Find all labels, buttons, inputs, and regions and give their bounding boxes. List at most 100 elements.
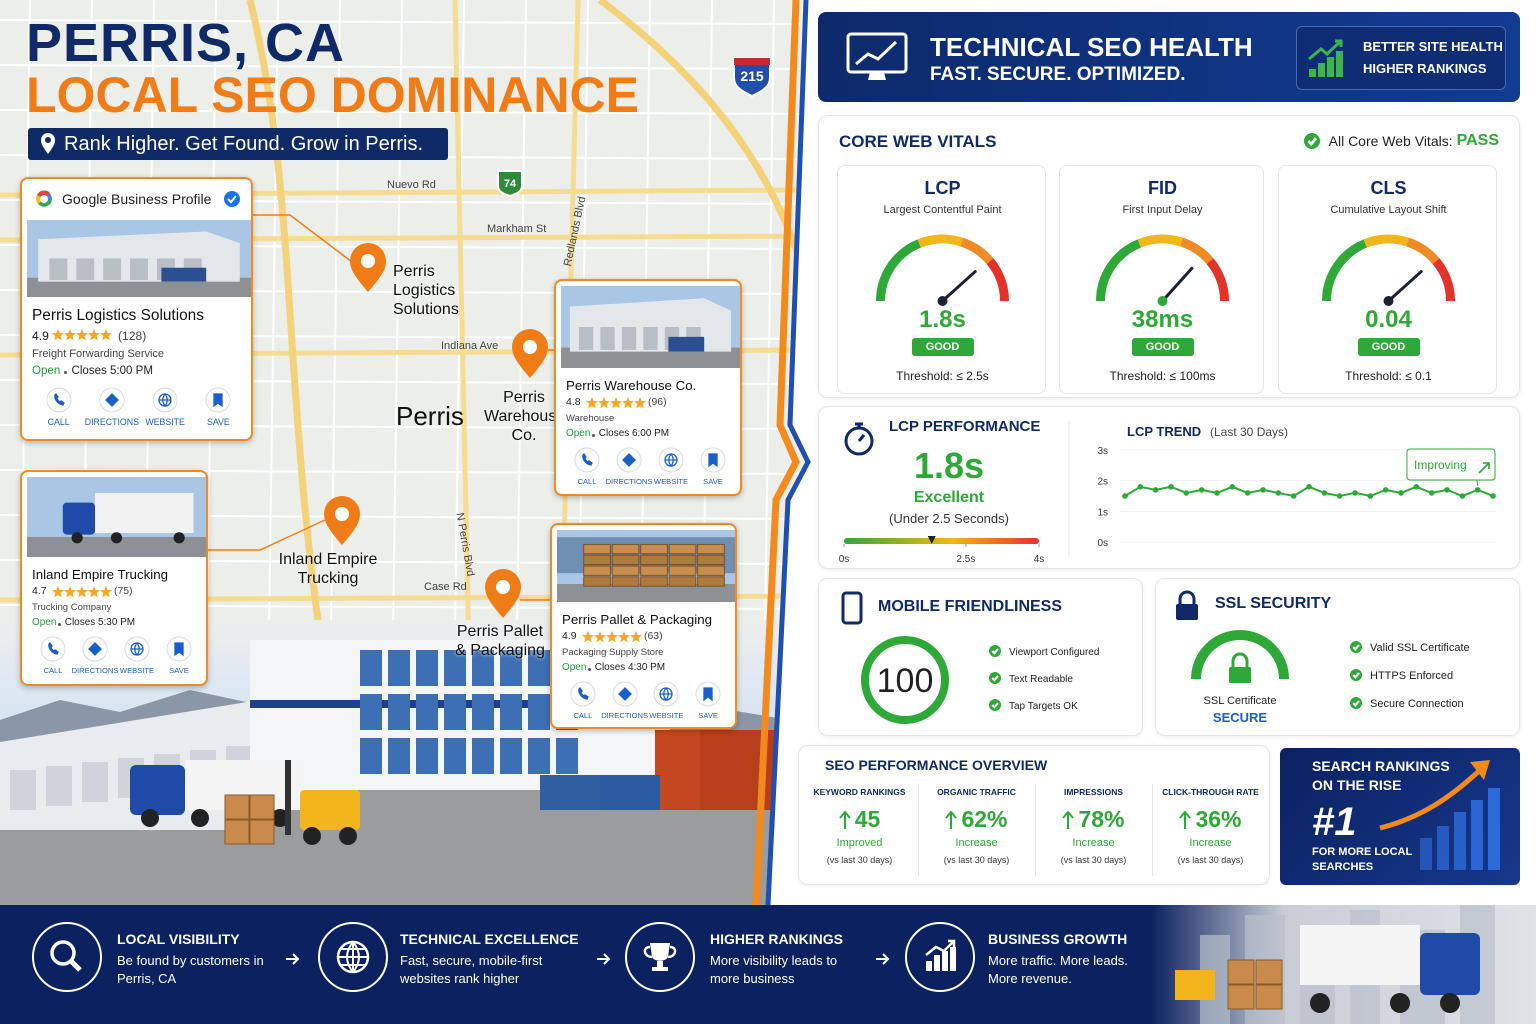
y-tick-label: 0s [1097, 538, 1108, 549]
open-status: Open [562, 662, 587, 674]
business-card[interactable]: Perris Warehouse Co. 4.8 (96) Warehouse Open… [554, 279, 742, 496]
gauge-needle [1387, 270, 1423, 303]
window [416, 694, 438, 730]
lcp-note: (Under 2.5 Seconds) [889, 511, 1009, 526]
check-text: Text Readable [1009, 674, 1073, 685]
action-icon[interactable] [570, 681, 596, 707]
action-icon[interactable] [99, 387, 125, 413]
vital-full-name: First Input Delay [1122, 204, 1203, 216]
star [100, 586, 112, 598]
action-label[interactable]: WEBSITE [649, 711, 684, 721]
vital-name: LCP [924, 178, 961, 198]
business-card[interactable]: Google Business Profile Perris Logistics … [20, 177, 253, 441]
action-label[interactable]: DIRECTIONS [601, 711, 649, 721]
category: Packaging Supply Store [562, 647, 664, 659]
action-icon[interactable] [46, 387, 72, 413]
action-label[interactable]: SAVE [169, 666, 189, 676]
action-icon[interactable] [653, 681, 679, 707]
gauge-band [1180, 237, 1214, 265]
rankings-caption: FOR MORE LOCAL SEARCHES [1312, 846, 1413, 873]
panel-title: CORE WEB VITALS [839, 132, 997, 151]
action-icon[interactable] [616, 447, 642, 473]
business-card[interactable]: Perris Pallet & Packaging 4.9 (63) Packagin… [550, 523, 737, 729]
action-icon[interactable] [695, 681, 721, 707]
action-label[interactable]: CALL [43, 666, 63, 676]
action-label[interactable]: CALL [47, 417, 70, 428]
photo-door [130, 258, 148, 281]
action-icon[interactable] [700, 447, 726, 473]
action-icon[interactable] [40, 636, 66, 662]
check-icon [989, 645, 1001, 657]
check-text: Viewport Configured [1009, 647, 1099, 658]
growth-bar [1318, 63, 1325, 77]
action-label[interactable]: SAVE [698, 711, 718, 721]
star [64, 329, 76, 341]
check-icon [1350, 641, 1362, 653]
action-icon[interactable] [166, 636, 192, 662]
arrow [1179, 809, 1192, 829]
container [540, 775, 600, 810]
trend-point [1321, 490, 1328, 496]
action-icon[interactable] [82, 636, 108, 662]
action-label[interactable]: WEBSITE [119, 666, 155, 676]
rating: 4.9 [32, 329, 49, 343]
gauge [1322, 234, 1455, 306]
rankings-title: SEARCH RANKINGS ON THE RISE [1312, 758, 1450, 793]
phone-icon [841, 591, 863, 625]
google-logo [36, 190, 52, 207]
lcp-panel: LCP PERFORMANCE 1.8s Excellent (Under 2.5 S… [818, 406, 1520, 569]
action-label[interactable]: WEBSITE [653, 477, 689, 487]
action-label[interactable]: SAVE [206, 417, 230, 428]
action-icon[interactable] [152, 387, 178, 413]
ssl-panel: SSL SECURITY Valid SSL Certificate HTTPS E… [1155, 578, 1520, 736]
action-label[interactable]: WEBSITE [145, 417, 185, 428]
gauge [876, 234, 1009, 306]
action-icon[interactable] [574, 447, 600, 473]
annotation-pointer [1476, 479, 1479, 486]
window [500, 694, 522, 730]
checks: Viewport Configured Text Readable Tap Targ… [989, 645, 1099, 712]
action-label[interactable]: SAVE [703, 477, 723, 487]
footer-box [1227, 959, 1255, 985]
check-icon [1303, 133, 1320, 149]
star [88, 329, 100, 341]
action-label[interactable]: CALL [573, 711, 593, 721]
seo-health-header: TECHNICAL SEO HEALTH FAST. SECURE. OPTIMI… [818, 12, 1520, 102]
divider-orange [752, 0, 800, 906]
action-icon[interactable] [658, 447, 684, 473]
photo-pallet [640, 565, 668, 576]
action-glyph [130, 642, 144, 656]
growth-arrow [1308, 39, 1343, 61]
lcp-rating: Excellent [913, 489, 985, 506]
footer-forklift [1175, 970, 1215, 1000]
title-line-1: PERRIS, CA [26, 13, 346, 73]
business-card[interactable]: Inland Empire Trucking 4.7 (75) Trucking Co… [20, 470, 208, 686]
rankings-rank: #1 [1312, 800, 1357, 844]
gauge-band [1137, 234, 1184, 248]
action-label[interactable]: DIRECTIONS [84, 417, 139, 428]
business-photo [557, 530, 735, 602]
vital-card: CLS Cumulative Layout Shift 0.04 GOOD Thresh… [1278, 165, 1497, 394]
photo-ground [27, 277, 251, 297]
trend-point [1336, 493, 1343, 499]
action-icon[interactable] [124, 636, 150, 662]
photo-pallet [583, 554, 611, 566]
action-label[interactable]: DIRECTIONS [71, 666, 119, 676]
verified-icon [224, 191, 240, 207]
category: Trucking Company [32, 602, 112, 614]
photo-door [621, 327, 637, 350]
photo-wheel [173, 532, 185, 544]
photo-pallet [668, 565, 697, 576]
photo-door [76, 258, 95, 281]
action-label[interactable]: DIRECTIONS [605, 477, 653, 487]
action-icon[interactable] [612, 681, 638, 707]
photo-pallet [640, 576, 668, 587]
action-icon[interactable] [205, 387, 231, 413]
step-title: BUSINESS GROWTH [988, 931, 1128, 947]
photo-pallet [668, 576, 697, 587]
vital-rating: GOOD [911, 338, 974, 356]
action-label[interactable]: CALL [577, 477, 597, 487]
annotation-box [1406, 448, 1496, 481]
trend-point [1152, 487, 1159, 493]
star [88, 586, 100, 598]
